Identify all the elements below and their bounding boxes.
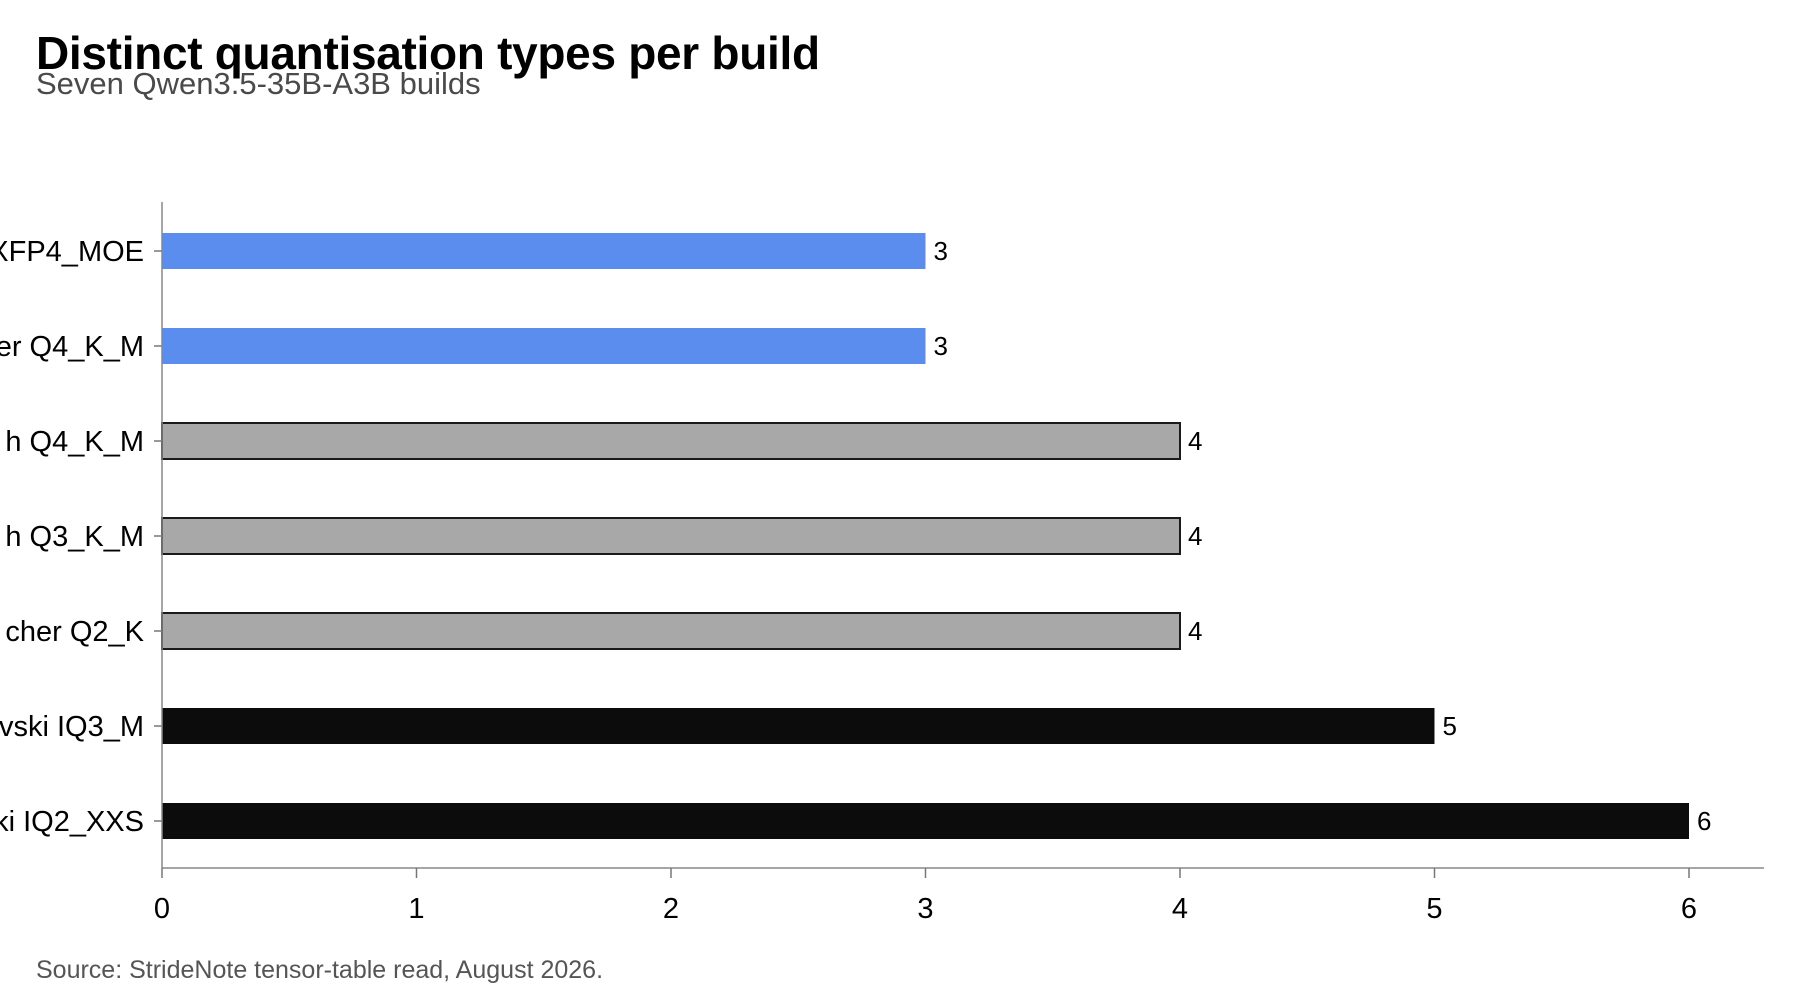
bar <box>161 612 1181 650</box>
x-tick-label: 5 <box>1426 893 1442 925</box>
x-tick-label: 0 <box>154 893 170 925</box>
x-tick-label: 4 <box>1172 893 1188 925</box>
data-label: 5 <box>1443 711 1457 741</box>
data-label: 4 <box>1188 426 1202 456</box>
bar <box>162 708 1435 744</box>
category-label: ki IQ2_XXS <box>0 806 144 838</box>
x-tick-label: 3 <box>917 893 933 925</box>
chart-subtitle: Seven Qwen3.5-35B-A3B builds <box>36 66 481 101</box>
bar <box>162 233 926 269</box>
source-note: Source: StrideNote tensor-table read, Au… <box>36 956 604 984</box>
bars-layer: 3 3 4 4 4 5 6 <box>161 233 1711 839</box>
chart-title: Distinct quantisation types per build <box>36 27 820 79</box>
bar <box>162 328 926 364</box>
x-tick-label: 1 <box>408 893 424 925</box>
data-label: 3 <box>934 236 948 266</box>
bar <box>161 422 1181 460</box>
x-tick-label: 2 <box>663 893 679 925</box>
data-label: 3 <box>934 331 948 361</box>
bar <box>162 803 1689 839</box>
category-label: XFP4_MOE <box>0 236 144 268</box>
category-label: cher Q2_K <box>5 616 144 648</box>
data-label: 4 <box>1188 616 1202 646</box>
category-label: h Q3_K_M <box>5 521 144 553</box>
data-label: 4 <box>1188 521 1202 551</box>
category-label: er Q4_K_M <box>0 331 144 363</box>
data-label: 6 <box>1697 806 1711 836</box>
category-label: vski IQ3_M <box>0 711 144 743</box>
bar <box>161 517 1181 555</box>
category-label: h Q4_K_M <box>5 426 144 458</box>
x-tick-label: 6 <box>1681 893 1697 925</box>
